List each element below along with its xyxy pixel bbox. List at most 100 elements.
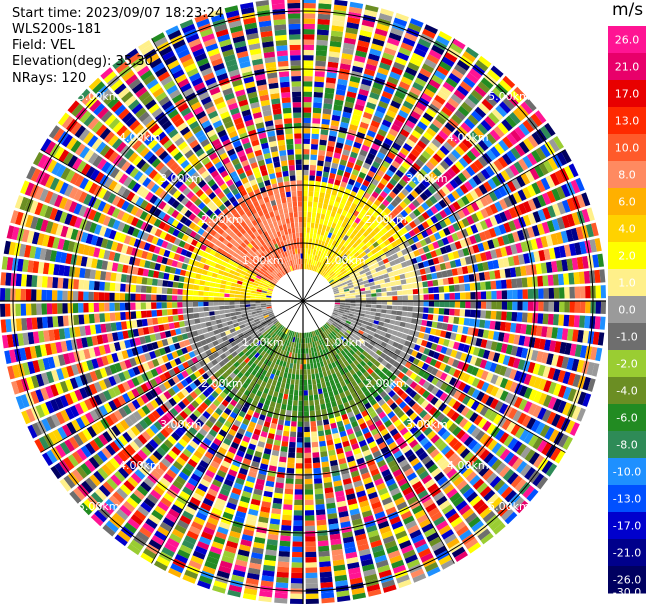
noise-gate <box>423 88 435 98</box>
noise-gate <box>286 144 294 150</box>
noise-gate <box>330 167 337 175</box>
noise-gate <box>425 252 433 260</box>
noise-gate <box>374 28 388 37</box>
noise-gate <box>316 170 323 177</box>
signal-gate <box>406 283 413 289</box>
noise-gate <box>444 122 456 133</box>
noise-gate <box>273 492 283 499</box>
noise-gate <box>320 134 328 141</box>
noise-gate <box>514 144 526 157</box>
noise-gate <box>437 188 447 199</box>
noise-gate <box>556 186 566 200</box>
noise-gate <box>480 119 492 132</box>
noise-gate <box>373 33 387 42</box>
noise-gate <box>414 125 425 135</box>
noise-gate <box>397 371 405 380</box>
noise-gate <box>579 241 587 255</box>
noise-gate <box>367 170 376 178</box>
noise-gate <box>370 120 381 129</box>
noise-gate <box>437 255 445 264</box>
noise-gate <box>515 346 524 358</box>
noise-gate <box>490 374 499 385</box>
noise-gate <box>491 301 497 310</box>
signal-gate <box>318 197 324 204</box>
noise-gate <box>209 311 215 316</box>
noise-gate <box>282 102 291 109</box>
noise-gate <box>450 93 463 105</box>
noise-gate <box>443 315 449 323</box>
noise-gate <box>395 182 404 191</box>
noise-gate <box>146 286 152 293</box>
noise-gate <box>543 248 551 261</box>
signal-gate <box>307 217 311 223</box>
noise-gate <box>527 198 537 211</box>
noise-gate <box>316 34 329 41</box>
noise-gate <box>52 316 59 328</box>
noise-gate <box>359 287 366 292</box>
noise-gate <box>140 294 146 301</box>
noise-gate <box>566 258 574 271</box>
noise-gate <box>448 367 457 376</box>
noise-gate <box>313 467 322 474</box>
signal-gate <box>307 206 312 213</box>
noise-gate <box>443 285 450 293</box>
noise-gate <box>531 350 539 362</box>
noise-gate <box>509 267 517 278</box>
noise-gate <box>405 119 416 129</box>
noise-gate <box>408 211 417 220</box>
noise-gate <box>379 62 391 71</box>
noise-gate <box>454 160 465 171</box>
noise-gate <box>571 358 580 372</box>
noise-gate <box>343 171 351 179</box>
signal-gate <box>412 306 419 312</box>
noise-gate <box>415 241 423 249</box>
noise-gate <box>482 261 489 271</box>
signal-gate <box>306 222 311 228</box>
noise-gate <box>437 278 444 286</box>
noise-gate <box>357 93 368 102</box>
noise-gate <box>292 546 303 553</box>
noise-gate <box>418 154 428 164</box>
noise-gate <box>93 281 100 291</box>
noise-gate <box>348 178 356 186</box>
noise-gate <box>415 172 425 182</box>
noise-gate <box>461 217 470 227</box>
noise-gate <box>278 66 289 72</box>
noise-gate <box>328 51 340 58</box>
noise-gate <box>530 419 541 433</box>
noise-gate <box>421 274 428 281</box>
noise-gate <box>487 455 499 468</box>
noise-gate <box>457 392 467 403</box>
noise-gate <box>465 301 471 309</box>
noise-gate <box>547 205 556 218</box>
noise-gate <box>536 179 546 193</box>
noise-gate <box>328 135 337 142</box>
noise-gate <box>541 409 552 423</box>
noise-gate <box>289 44 301 51</box>
signal-gate <box>344 305 351 308</box>
signal-gate <box>396 310 403 316</box>
signal-gate <box>402 290 408 295</box>
noise-gate <box>0 303 6 317</box>
noise-gate <box>305 562 317 568</box>
signal-gate <box>381 309 387 314</box>
noise-gate <box>408 166 418 176</box>
noise-gate <box>532 313 539 324</box>
noise-gate <box>488 191 498 202</box>
noise-gate <box>294 128 302 134</box>
noise-gate <box>487 178 497 190</box>
noise-gate <box>418 332 425 339</box>
noise-gate <box>389 71 401 81</box>
noise-gate <box>528 452 540 465</box>
noise-gate <box>305 520 315 526</box>
noise-gate <box>370 43 384 52</box>
noise-gate <box>291 86 301 92</box>
noise-gate <box>381 142 391 151</box>
noise-gate <box>495 248 503 258</box>
noise-gate <box>474 187 484 198</box>
noise-gate <box>335 174 343 181</box>
noise-gate <box>342 149 351 156</box>
noise-gate <box>442 196 452 206</box>
noise-gate <box>157 279 163 287</box>
noise-gate <box>465 192 475 203</box>
